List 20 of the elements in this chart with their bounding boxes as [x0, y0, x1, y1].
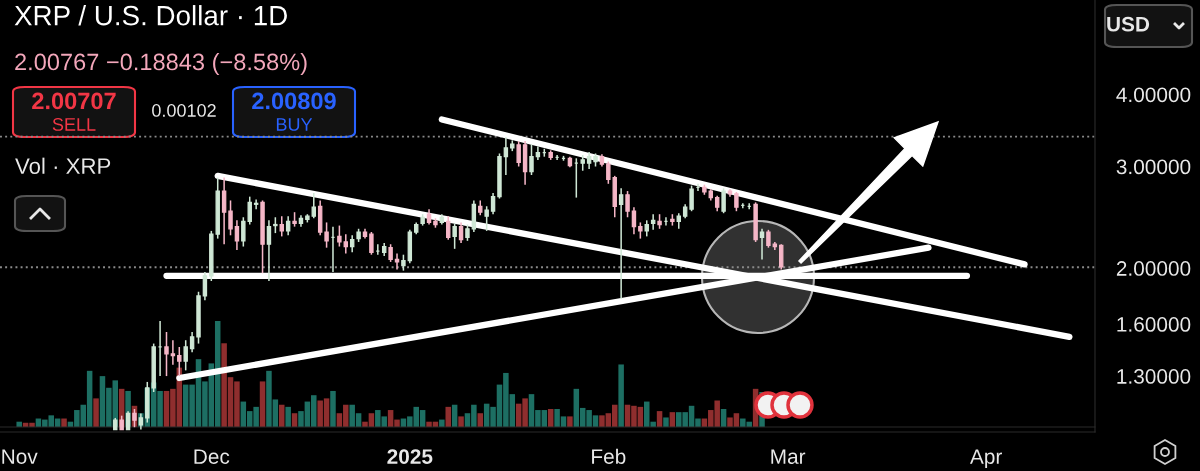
x-tick-label: Feb [592, 448, 626, 464]
y-tick-label: 2.00000 [1116, 261, 1191, 276]
x-tick-label: Nov [2, 449, 38, 464]
text: 2.00767 −0.18843 (−8.58%) [15, 53, 307, 75]
x-tick-label: Dec [194, 449, 230, 464]
x-tick-label: 2025 [387, 449, 433, 464]
x-tick-label: Mar [771, 449, 806, 464]
y-tick-label: 1.30000 [1117, 369, 1191, 384]
annotation: BUY [276, 118, 313, 131]
y-tick-label: 3.00000 [1116, 159, 1191, 175]
text: USD [1107, 16, 1150, 32]
annotation: SELL [52, 118, 96, 131]
y-tick-label: 4.00000 [1116, 87, 1191, 103]
annotation: 0.00102 [152, 104, 216, 117]
chart-title: XRP / U.S. Dollar · 1D [14, 5, 287, 26]
x-tick-label: Apr [969, 449, 1003, 469]
annotation: 2.00707 [32, 92, 116, 110]
y-tick-label: 1.60000 [1117, 317, 1191, 332]
annotation: 2.00809 [252, 92, 336, 110]
chart-title: Vol · XRP [15, 157, 111, 174]
